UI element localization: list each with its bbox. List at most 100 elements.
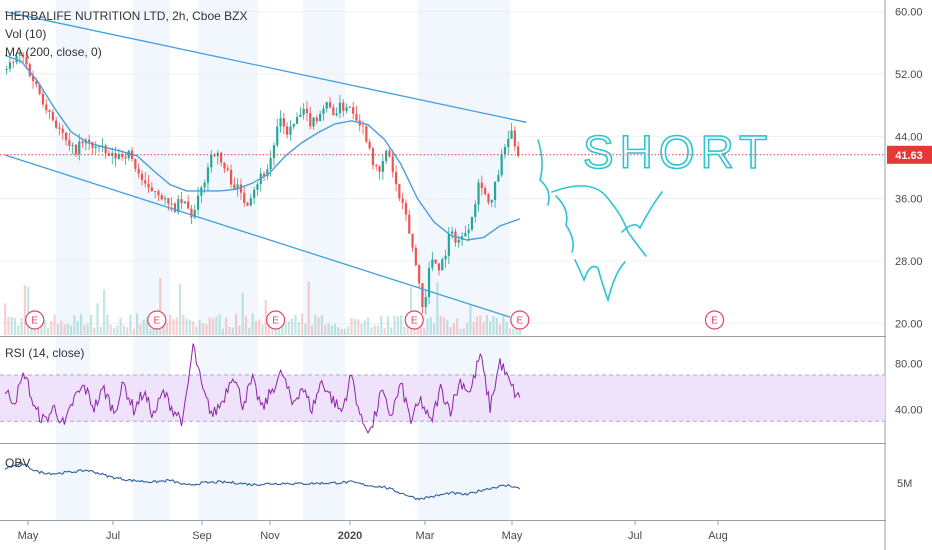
volume-bar	[172, 319, 175, 335]
volume-bar	[126, 327, 129, 335]
candle-body	[183, 201, 186, 204]
candle-body	[88, 139, 91, 143]
volume-bar	[343, 328, 347, 335]
candle-body	[12, 62, 15, 64]
volume-bar	[489, 321, 492, 335]
volume-bar	[231, 327, 234, 335]
candle-body	[187, 201, 190, 209]
candle-body	[28, 64, 31, 77]
candle-body	[295, 117, 299, 124]
volume-bar	[396, 316, 399, 335]
volume-bar	[40, 322, 43, 335]
candle-body	[503, 146, 507, 155]
candle-body	[137, 168, 140, 174]
candle-body	[513, 130, 516, 147]
candle-body	[319, 113, 322, 122]
volume-bar	[248, 328, 251, 335]
candle-body	[342, 102, 345, 111]
volume-bar	[508, 328, 512, 335]
volume-bar	[254, 320, 257, 335]
volume-bar	[43, 320, 46, 335]
volume-bar	[211, 318, 215, 335]
volume-bar	[76, 320, 79, 335]
candle-body	[253, 189, 256, 199]
volume-bar	[235, 313, 238, 335]
session-shade-1	[133, 0, 170, 520]
volume-bar	[116, 325, 119, 335]
candle-body	[150, 187, 153, 192]
volume-bar	[383, 328, 386, 335]
indicator-label-ma: MA (200, close, 0)	[5, 45, 102, 59]
volume-bar	[202, 323, 205, 335]
candle-body	[190, 208, 193, 218]
candle-body	[8, 62, 12, 70]
volume-bar	[330, 325, 333, 335]
rsi-tick-label: 40.00	[895, 405, 923, 417]
volume-bar	[492, 315, 495, 335]
candle-body	[401, 198, 404, 204]
candle-body	[45, 104, 48, 111]
volume-bar	[73, 315, 76, 335]
candle-body	[223, 162, 226, 169]
candle-body	[262, 173, 266, 177]
volume-bar	[419, 323, 422, 335]
volume-bar	[79, 313, 83, 335]
volume-bar	[17, 325, 20, 335]
volume-bar	[291, 318, 294, 335]
volume-bar	[178, 284, 182, 335]
earnings-marker-3	[404, 310, 424, 330]
candle-body	[368, 141, 371, 149]
candle-body	[249, 198, 252, 206]
volume-bar	[429, 317, 432, 335]
candle-body	[61, 128, 64, 133]
indicator-label-obv: OBV	[5, 456, 30, 470]
rsi-pane	[0, 343, 885, 434]
candle-body	[239, 184, 243, 193]
candle-body	[394, 172, 398, 185]
volume-bar	[350, 317, 353, 335]
volume-bar	[99, 326, 102, 335]
candle-body	[474, 204, 477, 217]
candle-body	[500, 154, 503, 176]
volume-bar	[393, 315, 396, 335]
volume-bar	[109, 324, 112, 335]
candle-body	[206, 167, 210, 183]
volume-bar	[268, 323, 271, 335]
volume-bar	[89, 314, 92, 335]
volume-bar	[70, 325, 73, 335]
price-axis-panel	[886, 0, 932, 550]
volume-bar	[119, 317, 122, 335]
candle-body	[322, 108, 325, 114]
chart-axes: 60.00 52.00 44.00 36.00 28.00 20.00 80.00 40.00…	[18, 0, 932, 550]
channel-bottom-line	[4, 154, 511, 318]
candle-body	[332, 107, 335, 116]
volume-bar	[320, 315, 323, 335]
earnings-marker-label: E	[411, 316, 418, 327]
volume-bar	[505, 321, 508, 335]
rsi-tick-label: 80.00	[895, 358, 923, 370]
volume-bar	[122, 325, 125, 335]
indicator-label-volume: Vol (10)	[5, 27, 46, 41]
candle-body	[493, 181, 497, 201]
earnings-marker-label: E	[272, 316, 279, 327]
hand-drawn-annotation: SHORT	[537, 125, 773, 303]
earnings-marker-2	[266, 310, 286, 330]
volume-bar	[46, 328, 50, 335]
volume-bar	[4, 303, 7, 335]
candle-body	[371, 148, 375, 166]
candle-body	[81, 141, 84, 144]
volume-bar	[479, 315, 482, 335]
candle-body	[71, 144, 74, 146]
candle-body	[365, 126, 368, 142]
candle-body	[48, 110, 51, 112]
volume-bar	[225, 317, 228, 335]
volume-bar	[423, 328, 426, 335]
volume-bar	[360, 323, 363, 335]
candle-body	[229, 169, 233, 185]
annotation-short-text: SHORT	[583, 126, 773, 178]
volume-bar	[439, 316, 442, 335]
candle-body	[144, 180, 147, 184]
volume-bar	[469, 304, 472, 335]
candle-body	[480, 182, 483, 189]
